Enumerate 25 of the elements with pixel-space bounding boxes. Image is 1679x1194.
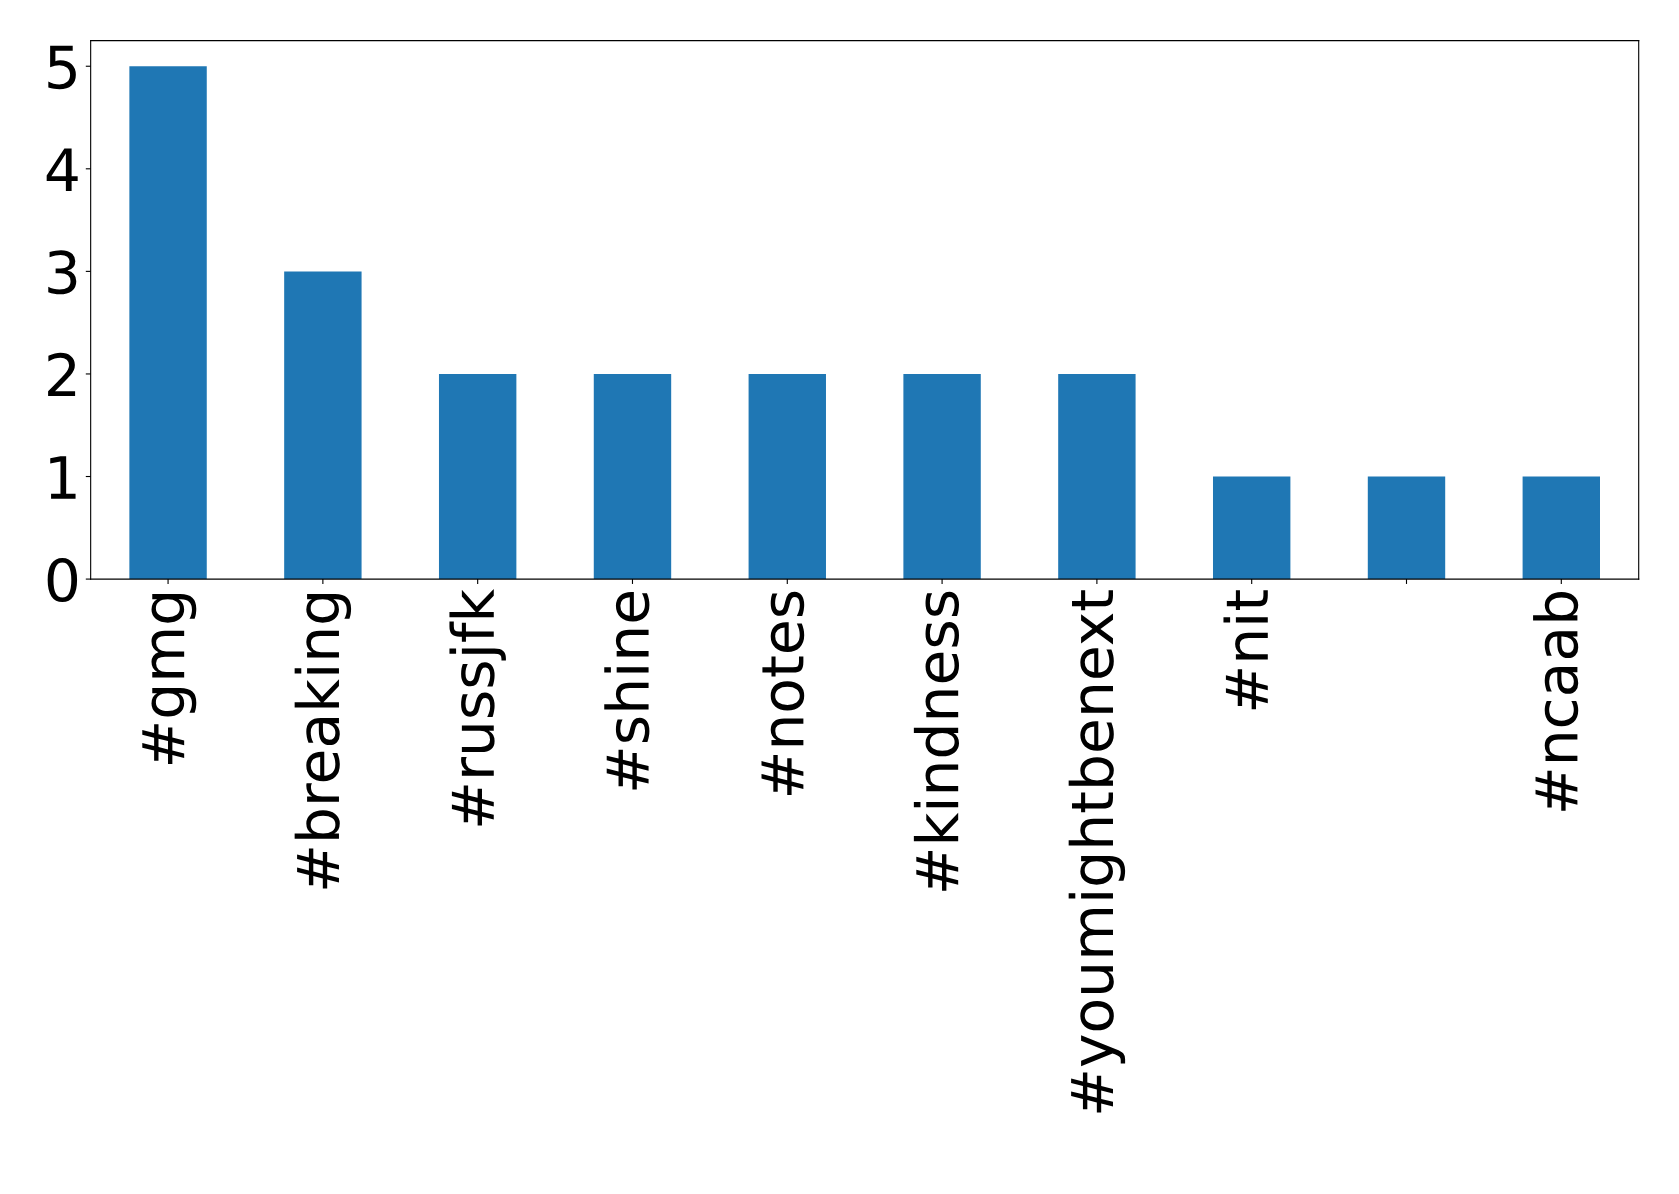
x-tick-label: #kindness [913, 591, 960, 891]
bar [748, 373, 826, 580]
y-tick-label: 4 [46, 148, 78, 191]
bar [1522, 476, 1600, 580]
y-tick-label: 1 [50, 456, 76, 499]
bar [593, 373, 672, 580]
x-tick-label: #notes [761, 591, 805, 795]
x-tick-label: #nit [1223, 590, 1268, 710]
bar [129, 66, 207, 580]
y-tick-label: 3 [48, 250, 77, 295]
x-tick-label: #breaking [294, 594, 352, 889]
y-tick-label: 2 [48, 352, 76, 397]
y-tick-label: 5 [48, 45, 76, 90]
x-tick-label: #shine [604, 591, 650, 790]
bar [1212, 476, 1291, 580]
bar [903, 373, 981, 580]
y-tick-label: 0 [47, 557, 78, 603]
bar [438, 373, 517, 580]
bar [284, 271, 362, 580]
x-tick-label: #youmightbenext [1068, 590, 1126, 1113]
x-tick-label: #ncaab [1533, 592, 1579, 811]
bar [1058, 373, 1136, 580]
bar [1367, 476, 1446, 580]
x-tick-label: #russjfk [449, 588, 506, 826]
x-tick-label: #gmg [142, 594, 197, 765]
